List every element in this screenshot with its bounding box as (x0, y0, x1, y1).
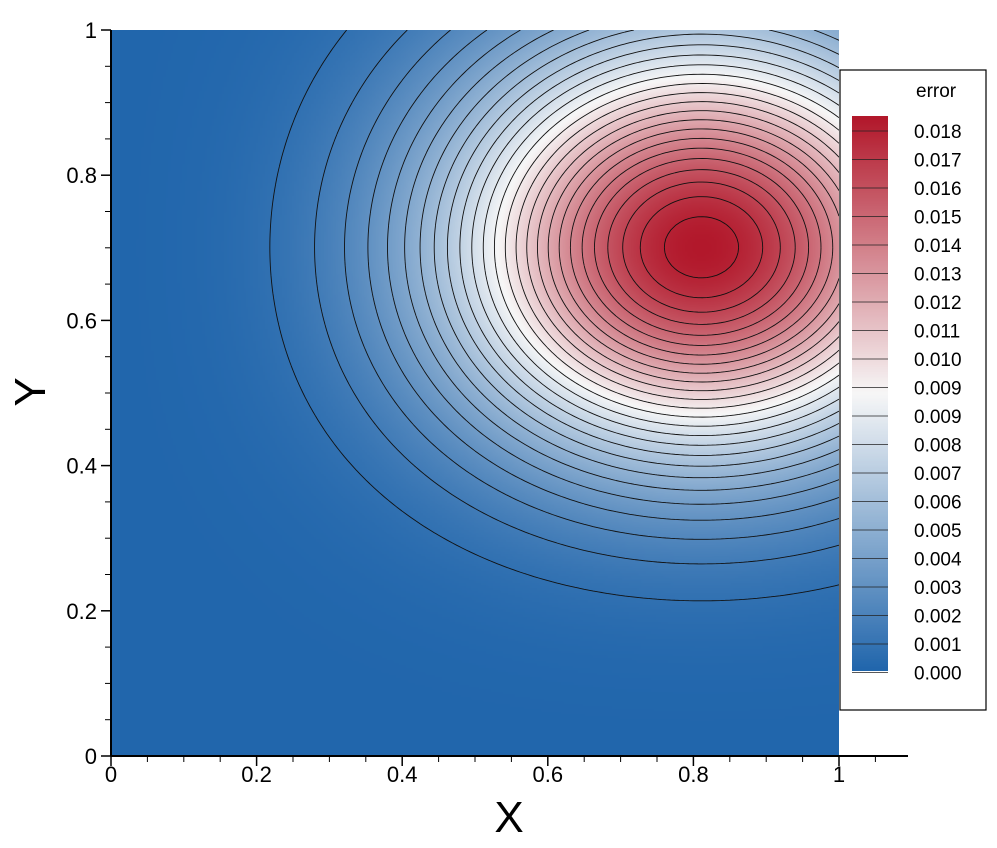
contour-lines (269, 30, 839, 602)
contour-line (504, 83, 839, 409)
error-heatmap-image (111, 30, 839, 756)
contour-line (367, 30, 839, 521)
contour-line (547, 119, 839, 374)
legend-level-label: 0.003 (914, 578, 962, 599)
legend-level-label: 0.001 (914, 635, 962, 656)
legend-level-label: 0.014 (914, 236, 962, 257)
x-axis-title: X (494, 793, 523, 842)
legend-level-label: 0.013 (914, 265, 962, 286)
x-tick-label: 0 (105, 762, 117, 787)
contour-line (639, 196, 764, 299)
legend-level-label: 0.011 (914, 322, 960, 343)
legend-levels: 0.018 0.017 0.016 0.015 0.014 0.013 0.012 0.011… (852, 122, 962, 685)
legend-level-label: 0.009 (914, 407, 962, 428)
y-tick-label: 0.6 (66, 308, 97, 333)
contour-line (526, 101, 839, 392)
contour-line (558, 128, 839, 365)
contour-line (446, 33, 839, 456)
x-tick-label: 0.6 (533, 762, 564, 787)
legend-title: error (916, 81, 957, 102)
legend-level-label: 0.017 (914, 151, 962, 172)
y-axis-title: Y (6, 377, 55, 406)
x-tick-label: 0.2 (241, 762, 272, 787)
contour-line (387, 30, 839, 505)
x-tick-label: 0.8 (678, 762, 709, 787)
legend-level-label: 0.006 (914, 493, 962, 514)
error-field (111, 30, 839, 756)
contour-line (493, 73, 839, 418)
axes: 0 0.2 0.4 0.6 0.8 1 0 0.2 0.4 0.6 0.8 1 (66, 18, 908, 787)
legend-level-label: 0.012 (914, 293, 962, 314)
contour-line (433, 30, 839, 467)
legend-colorbar (852, 116, 888, 671)
y-tick-label: 1 (85, 18, 97, 43)
legend-level-label: 0.002 (914, 607, 962, 628)
contour-line (622, 181, 781, 313)
legend: error 0.0180.0170.0160.0150.0140.0130.01… (839, 69, 987, 711)
legend-level-label: 0.004 (914, 550, 962, 571)
contour-line (314, 30, 839, 565)
contour-line (536, 110, 839, 383)
contour-line (515, 92, 839, 400)
legend-level-label: 0.018 (914, 122, 962, 143)
contour-line (482, 64, 839, 427)
contour-line (459, 44, 839, 446)
contour-line (594, 158, 810, 336)
contour-line (581, 147, 822, 346)
legend-level-label: 0.000 (914, 664, 962, 685)
contour-line (607, 169, 796, 325)
contour-line (569, 137, 834, 356)
contour-line (663, 216, 740, 279)
legend-level-label: 0.008 (914, 436, 962, 457)
legend-level-label: 0.015 (914, 208, 962, 229)
contour-line (404, 30, 839, 491)
legend-level-label: 0.007 (914, 464, 962, 485)
axis-ticks: 0 0.2 0.4 0.6 0.8 1 0 0.2 0.4 0.6 0.8 1 (66, 18, 876, 787)
contour-line (344, 30, 839, 540)
y-tick-label: 0.8 (66, 163, 97, 188)
contour-line (419, 30, 839, 479)
y-tick-label: 0.2 (66, 599, 97, 624)
y-tick-label: 0 (85, 744, 97, 769)
contour-line (471, 54, 839, 437)
legend-level-label: 0.010 (914, 350, 962, 371)
x-tick-label: 1 (833, 762, 845, 787)
x-tick-label: 0.4 (387, 762, 418, 787)
legend-level-label: 0.016 (914, 179, 962, 200)
contour-line (269, 30, 839, 602)
legend-level-label: 0.005 (914, 521, 962, 542)
legend-level-label: 0.009 (914, 379, 962, 400)
y-tick-label: 0.4 (66, 454, 97, 479)
